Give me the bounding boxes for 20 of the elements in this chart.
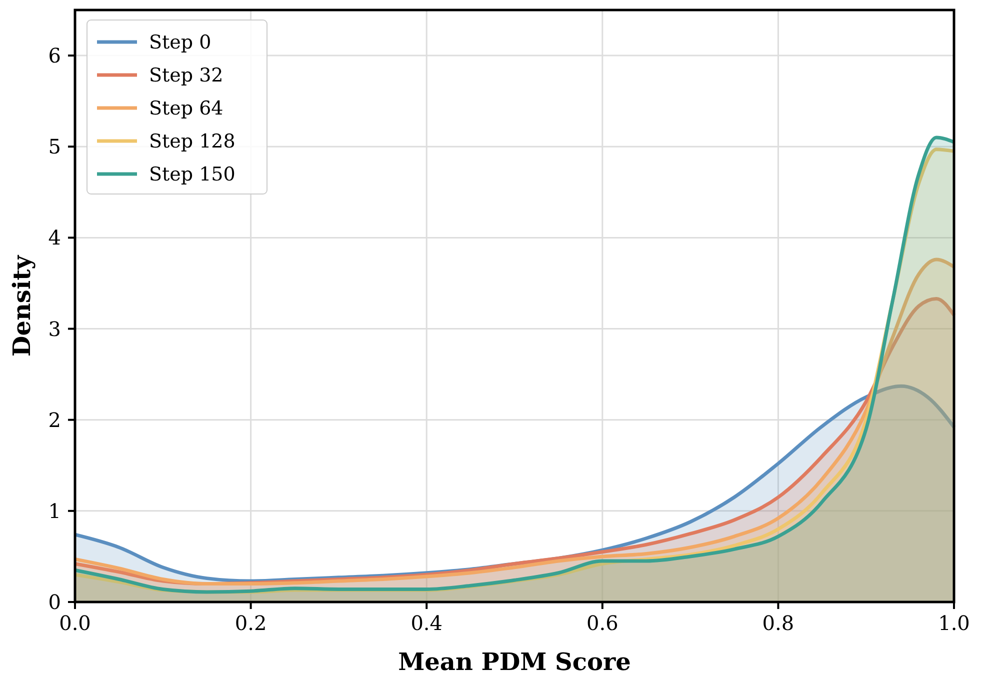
x-tick-label: 0.8	[762, 611, 794, 635]
x-axis-title: Mean PDM Score	[398, 647, 631, 676]
x-tick-label: 0.4	[410, 611, 443, 635]
y-axis-title: Density	[7, 254, 36, 357]
y-tick-label: 5	[48, 134, 61, 159]
x-tick-label: 0.2	[234, 611, 267, 635]
y-tick-label: 3	[48, 316, 61, 341]
legend-label: Step 32	[149, 64, 224, 87]
y-tick-label: 2	[48, 408, 61, 432]
x-tick-label: 0.0	[59, 611, 91, 635]
y-tick-label: 4	[48, 226, 61, 250]
y-tick-label: 6	[48, 44, 61, 68]
legend-label: Step 128	[149, 130, 236, 153]
x-tick-label: 1.0	[938, 611, 970, 635]
legend-label: Step 150	[149, 164, 236, 186]
y-tick-label: 0	[48, 590, 61, 614]
legend-label: Step 0	[149, 32, 212, 54]
y-tick-label: 1	[48, 498, 61, 523]
legend-label: Step 64	[149, 98, 224, 120]
x-tick-label: 0.6	[586, 611, 618, 635]
